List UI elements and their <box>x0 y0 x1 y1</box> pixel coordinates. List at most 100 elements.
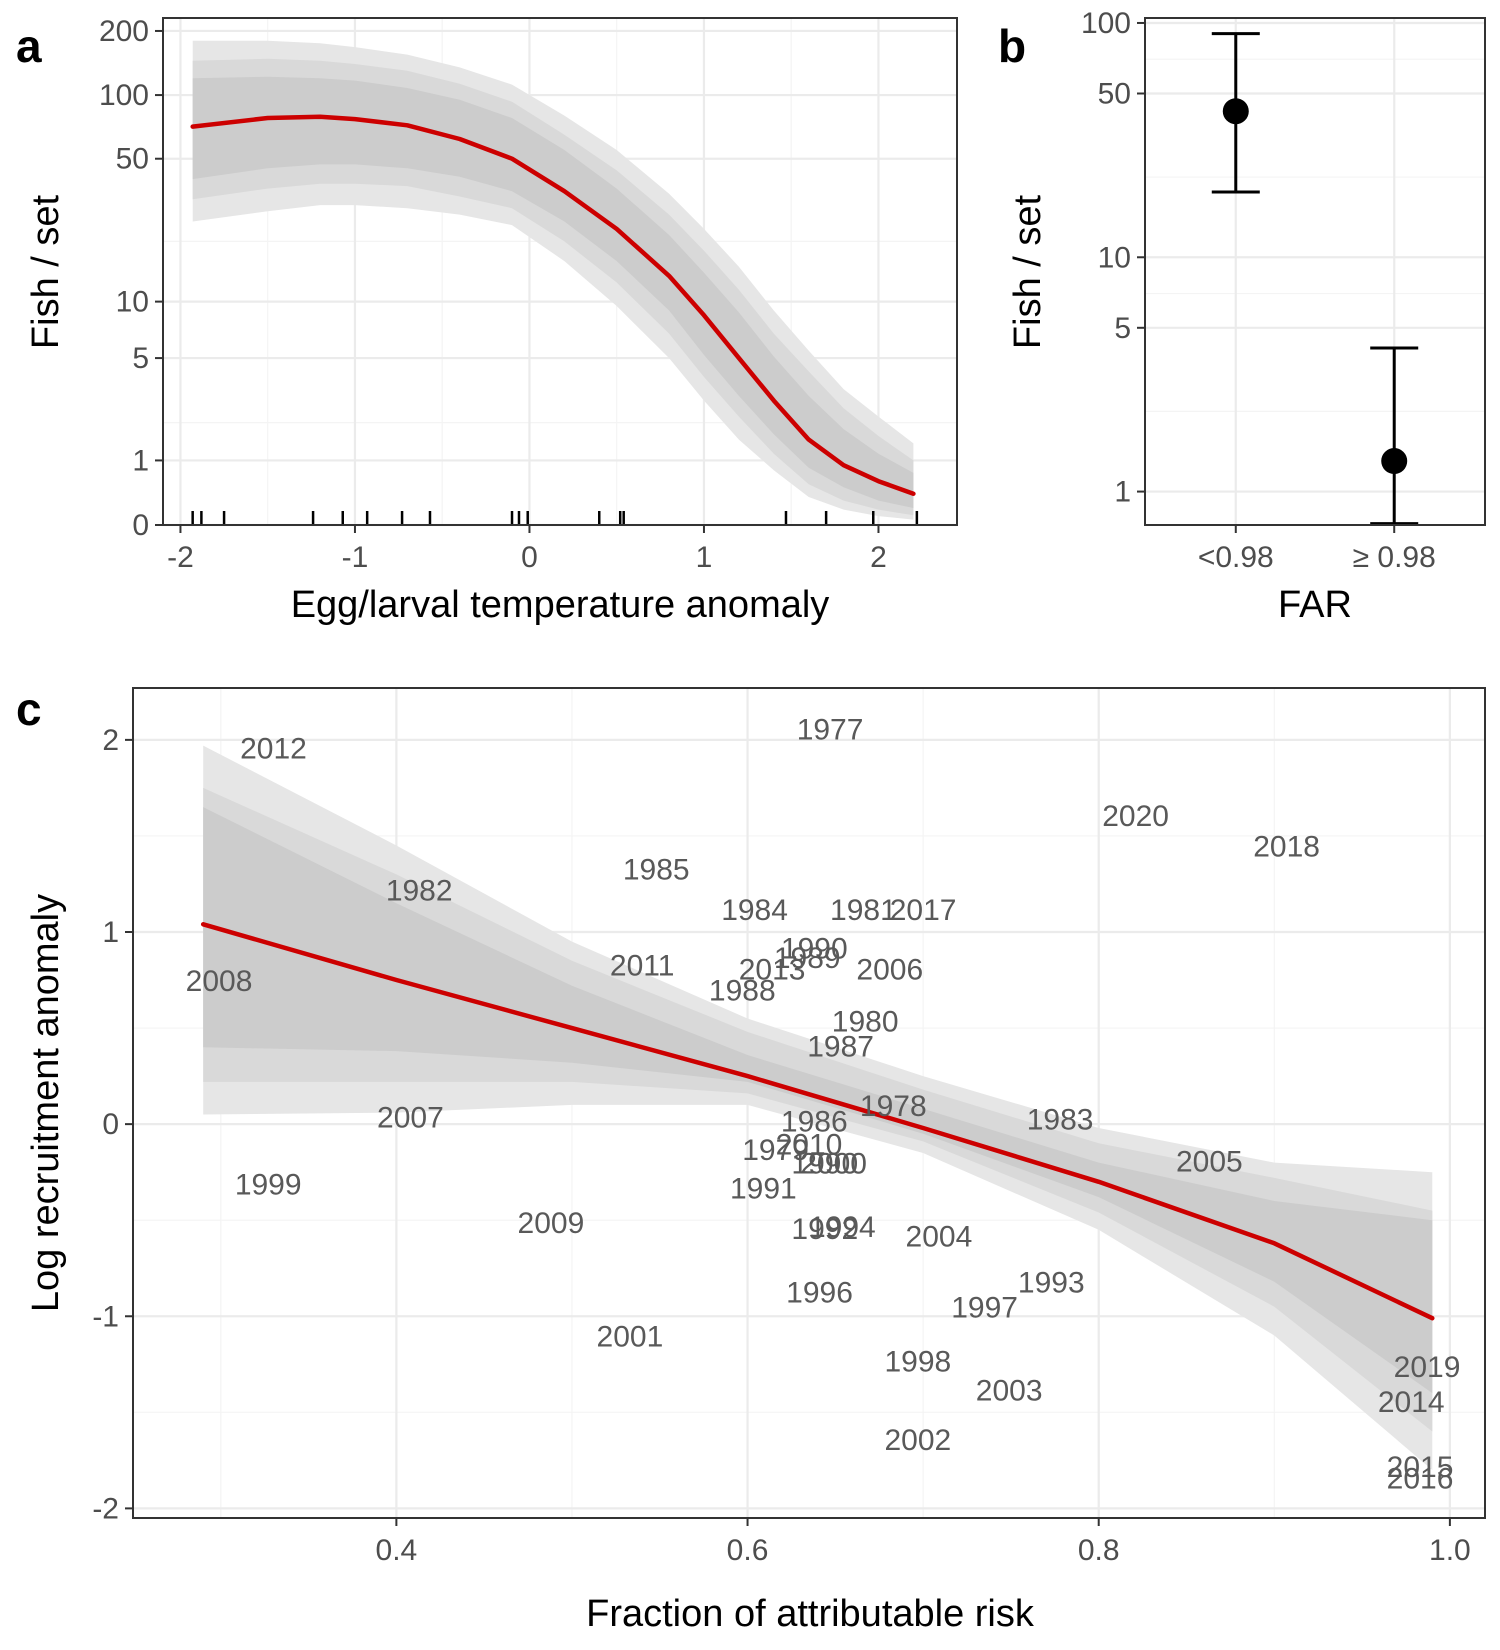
panel-c-year-label: 1984 <box>721 894 788 927</box>
panel-c-year-label: 2014 <box>1378 1386 1445 1419</box>
panel-c-confidence-bands <box>203 745 1433 1470</box>
panel-a-y-tick-label: 50 <box>116 143 149 176</box>
panel-a-x-tick-label: 1 <box>696 541 713 574</box>
panel-c-year-label: 1977 <box>797 713 864 746</box>
panel-c-x-tick-label: 1.0 <box>1429 1534 1471 1567</box>
panel-a-tag: a <box>16 20 42 72</box>
panel-a-y-tick-label: 1 <box>132 444 149 477</box>
panel-c-year-label: 2010 <box>776 1128 843 1161</box>
panel-a-y-tick-label: 200 <box>99 15 149 48</box>
panel-c-y-tick-label: -1 <box>92 1300 119 1333</box>
panel-c-fit-line <box>200 922 1435 1321</box>
panel-c-year-label: 1979 <box>742 1134 809 1167</box>
panel-c-year-label: 2009 <box>518 1207 585 1240</box>
panel-a-fit-line <box>190 114 916 496</box>
panel-c-year-label: 1987 <box>807 1030 874 1063</box>
panel-c-y-axis-title: Log recruitment anomaly <box>25 894 67 1312</box>
panel-c-year-label: 2011 <box>610 950 675 983</box>
panel-c-year-label: 2016 <box>1387 1463 1454 1496</box>
panel-c-year-label: 1978 <box>860 1090 927 1123</box>
panel-b-x-axis-title: FAR <box>1278 584 1352 626</box>
panel-c-x-tick-label: 0.8 <box>1078 1534 1120 1567</box>
panel-b-y-axis: 1 5 10 50 100 <box>1081 7 1145 509</box>
panel-c-year-label: 1994 <box>809 1211 876 1244</box>
panel-c-year-label: 2017 <box>890 894 957 927</box>
panel-c-year-label: 2018 <box>1253 831 1320 864</box>
panel-c-year-label: 1989 <box>774 942 841 975</box>
panel-c-year-label: 2006 <box>856 954 923 987</box>
panel-b-frame <box>1144 17 1486 526</box>
panel-c-year-label: 2005 <box>1176 1146 1243 1179</box>
panel-a-y-tick-label: 100 <box>99 79 149 112</box>
panel-c-year-label: 2013 <box>739 954 806 987</box>
panel-c-y-tick-label: 2 <box>102 724 119 757</box>
panel-a-band-80 <box>192 58 914 516</box>
panel-b-y-tick-label: 10 <box>1098 241 1131 274</box>
panel-c-frame <box>132 687 1486 1519</box>
panel-a-x-tick-label: -1 <box>342 541 369 574</box>
panel-c-year-label: 1981 <box>830 894 897 927</box>
panel-c-year-label: 2002 <box>884 1424 951 1457</box>
panel-a-frame <box>162 17 958 526</box>
panel-a-y-tick-label: 0 <box>132 509 149 542</box>
panel-b-y-tick-label: 1 <box>1114 476 1131 509</box>
panel-b-background <box>1145 18 1485 525</box>
panel-c-year-label: 1991 <box>730 1173 797 1206</box>
panel-b-y-tick-label: 100 <box>1081 7 1131 40</box>
panel-c-x-tick-label: 0.6 <box>727 1534 769 1567</box>
panel-c-year-label: 2019 <box>1394 1351 1461 1384</box>
panel-b-gridlines <box>1145 18 1485 525</box>
panel-c-year-label: 1996 <box>786 1276 853 1309</box>
panel-c-year-label: 1988 <box>709 975 776 1008</box>
panel-a-x-tick-label: -2 <box>167 541 194 574</box>
panel-c-year-label: 2020 <box>1102 800 1169 833</box>
panel-b-x-tick-label: ≥ 0.98 <box>1353 541 1436 574</box>
panel-c-year-label: 2000 <box>800 1148 867 1181</box>
panel-c-year-label: 1997 <box>951 1292 1018 1325</box>
panel-b-y-tick-label: 50 <box>1098 77 1131 110</box>
panel-a-rug <box>191 511 919 525</box>
panel-b-tag: b <box>998 20 1026 72</box>
panel-a-y-axis: 0 1 5 10 50 100 200 <box>99 15 163 542</box>
panel-a-x-axis-title: Egg/larval temperature anomaly <box>291 584 830 626</box>
panel-b-x-axis: <0.98 ≥ 0.98 <box>1198 525 1436 574</box>
panel-c-year-label: 2015 <box>1387 1451 1454 1484</box>
panel-a-y-tick-label: 10 <box>116 286 149 319</box>
panel-a: a -2 -1 0 1 2 0 1 5 10 50 100 200 Egg/larval tempe… <box>16 15 958 626</box>
panel-a-x-tick-label: 2 <box>870 541 887 574</box>
panel-b-point <box>1222 98 1249 125</box>
panel-a-x-tick-label: 0 <box>521 541 538 574</box>
panel-c-year-label: 1982 <box>386 875 453 908</box>
panel-c-y-tick-label: -2 <box>92 1492 119 1525</box>
panel-c-year-label: 1985 <box>623 854 690 887</box>
panel-c-band-80 <box>203 787 1433 1432</box>
panel-c-year-label: 1990 <box>781 932 848 965</box>
panel-c-year-label: 1992 <box>791 1213 858 1246</box>
panel-c-year-label: 1983 <box>1027 1103 1094 1136</box>
panel-b-y-tick-label: 5 <box>1114 312 1131 345</box>
panel-c-year-label: 1980 <box>832 1005 899 1038</box>
panel-c-year-label: 2007 <box>377 1101 444 1134</box>
panel-c-year-label: 1993 <box>1018 1267 1085 1300</box>
panel-b-points <box>1211 32 1419 526</box>
panel-a-x-axis: -2 -1 0 1 2 <box>167 525 887 574</box>
panel-c-x-axis: 0.4 0.6 0.8 1.0 <box>376 1518 1471 1567</box>
panel-c-year-label: 2008 <box>186 965 253 998</box>
panel-c-year-label: 1990 <box>791 1148 858 1181</box>
panel-c-year-label: 1986 <box>781 1105 848 1138</box>
panel-b-x-tick-label: <0.98 <box>1198 541 1274 574</box>
panel-c-year-label: 1998 <box>884 1345 951 1378</box>
panel-c-tag: c <box>16 683 42 735</box>
panel-c-year-label: 2004 <box>906 1221 973 1254</box>
panel-c-x-tick-label: 0.4 <box>376 1534 418 1567</box>
panel-c-year-label: 2012 <box>240 733 307 766</box>
panel-b: b <0.98 ≥ 0.98 1 5 10 50 100 FAR Fish / set <box>998 7 1486 626</box>
panel-c-year-label: 1999 <box>235 1169 302 1202</box>
panel-c-year-label: 2001 <box>597 1320 664 1353</box>
panel-c-band-50 <box>203 807 1433 1394</box>
panel-c-y-tick-label: 0 <box>102 1108 119 1141</box>
panel-b-y-axis-title: Fish / set <box>1007 194 1049 349</box>
